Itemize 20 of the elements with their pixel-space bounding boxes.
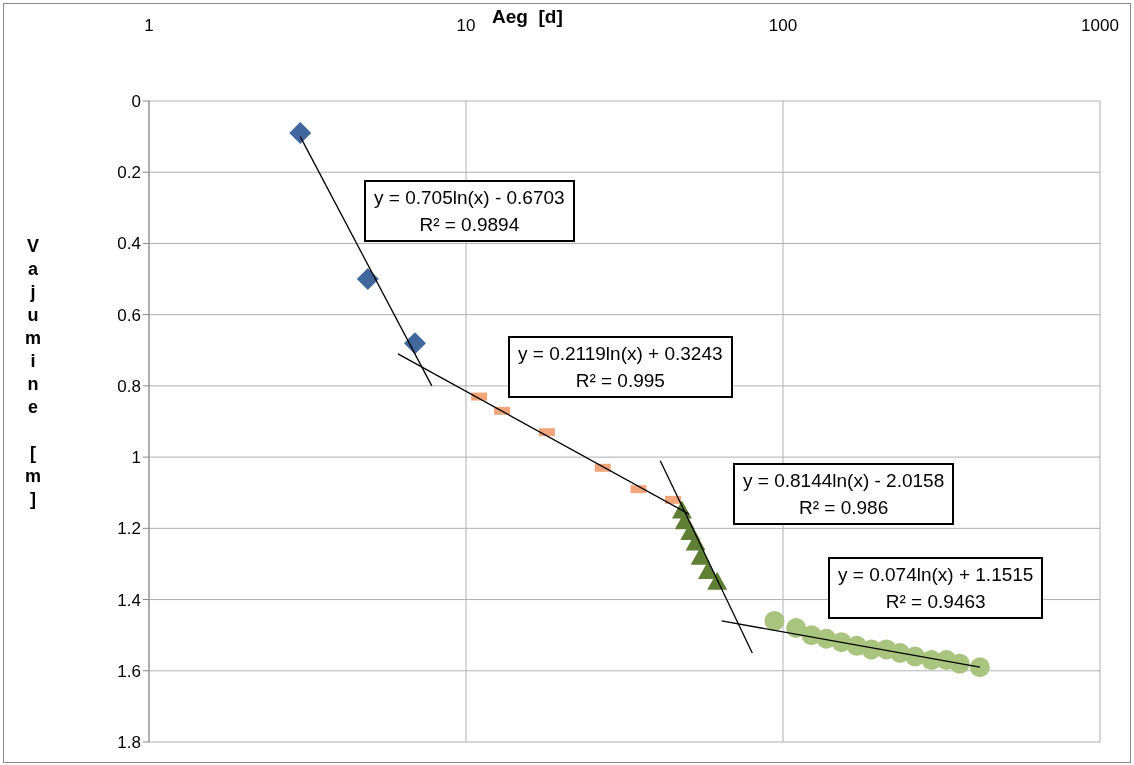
y-tick-label: 1.8 <box>117 733 141 753</box>
y-axis-title: Vajumine [m] <box>22 236 44 512</box>
y-tick-label: 0.4 <box>117 234 141 254</box>
y-tick-label: 0.6 <box>117 305 141 325</box>
y-tick-label: 0.2 <box>117 163 141 183</box>
x-tick-label: 100 <box>768 16 798 35</box>
annotation: y = 0.2119ln(x) + 0.3243 R² = 0.995 <box>508 336 733 398</box>
x-tick-label: 1000 <box>1081 16 1119 35</box>
x-axis-title: Aeg [d] <box>492 6 563 28</box>
x-tick-label: 10 <box>456 16 476 35</box>
y-tick-label: 0.8 <box>117 376 141 396</box>
annotation: y = 0.074ln(x) + 1.1515 R² = 0.9463 <box>828 557 1044 619</box>
y-tick-label: 1.4 <box>117 590 141 610</box>
y-tick-label: 1 <box>131 448 141 468</box>
y-tick-label: 0 <box>131 92 141 112</box>
y-tick-label: 1.2 <box>117 519 141 539</box>
annotation: y = 0.8144ln(x) - 2.0158 R² = 0.986 <box>733 463 955 525</box>
annotation: y = 0.705ln(x) - 0.6703 R² = 0.9894 <box>364 180 575 242</box>
y-tick-label: 1.6 <box>117 661 141 681</box>
x-tick-label: 1 <box>144 16 154 35</box>
